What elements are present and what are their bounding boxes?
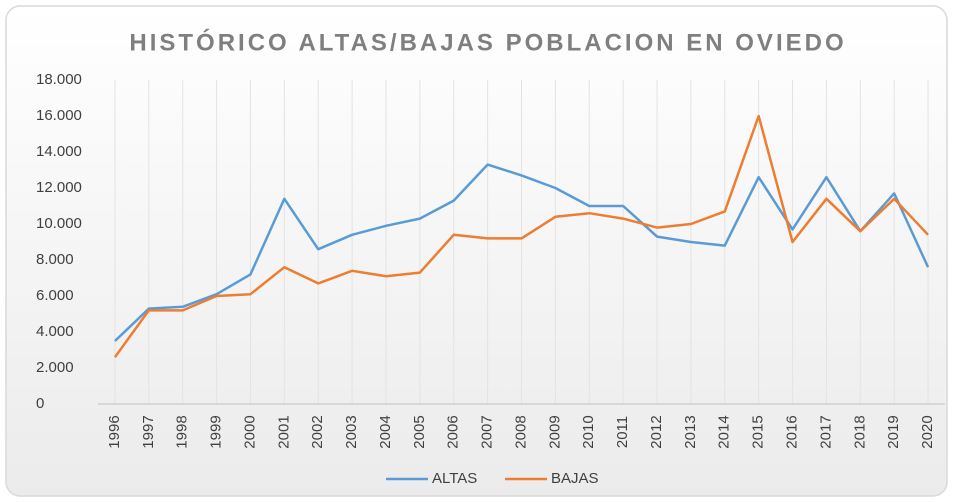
- x-tick-label: 2005: [411, 415, 428, 448]
- x-tick-label: 1997: [140, 415, 157, 448]
- x-tick-label: 2006: [445, 415, 462, 448]
- x-tick-label: 2008: [512, 415, 529, 448]
- legend-label: ALTAS: [432, 470, 477, 487]
- x-tick-label: 2016: [784, 415, 801, 448]
- x-tick-label: 2007: [479, 415, 496, 448]
- y-tick-label: 16.000: [36, 107, 82, 124]
- y-tick-label: 8.000: [36, 251, 74, 268]
- x-tick-label: 2004: [377, 415, 394, 448]
- x-tick-label: 2009: [546, 415, 563, 448]
- x-tick-label: 2017: [817, 415, 834, 448]
- series-line: [114, 163, 930, 342]
- x-tick-label: 1998: [174, 415, 191, 448]
- legend-label: BAJAS: [551, 470, 599, 487]
- y-tick-label: 4.000: [36, 323, 74, 340]
- x-tick-label: 2001: [275, 415, 292, 448]
- x-tick-label: 2012: [648, 415, 665, 448]
- chart-title: HISTÓRICO ALTAS/BAJAS POBLACION EN OVIED…: [129, 28, 846, 56]
- x-tick-label: 2020: [919, 415, 936, 448]
- x-tick-label: 2000: [241, 415, 258, 448]
- y-tick-label: 14.000: [36, 143, 82, 160]
- x-tick-label: 2010: [580, 415, 597, 448]
- x-tick-label: 2003: [343, 415, 360, 448]
- y-tick-label: 18.000: [36, 71, 82, 88]
- chart-frame: [5, 5, 948, 497]
- x-tick-label: 2019: [885, 415, 902, 448]
- y-tick-label: 12.000: [36, 179, 82, 196]
- y-tick-label: 6.000: [36, 287, 74, 304]
- x-tick-label: 2011: [614, 416, 631, 448]
- x-tick-label: 1996: [106, 415, 123, 448]
- x-tick-label: 2014: [716, 415, 733, 448]
- x-tick-label: 2018: [851, 415, 868, 448]
- series-line: [113, 114, 929, 358]
- y-tick-label: 0: [36, 395, 44, 412]
- x-tick-label: 1999: [208, 415, 225, 448]
- x-tick-label: 2013: [682, 415, 699, 448]
- x-tick-label: 2015: [750, 415, 767, 448]
- y-tick-label: 2.000: [36, 359, 74, 376]
- y-tick-label: 10.000: [36, 215, 82, 232]
- x-tick-label: 2002: [309, 415, 326, 448]
